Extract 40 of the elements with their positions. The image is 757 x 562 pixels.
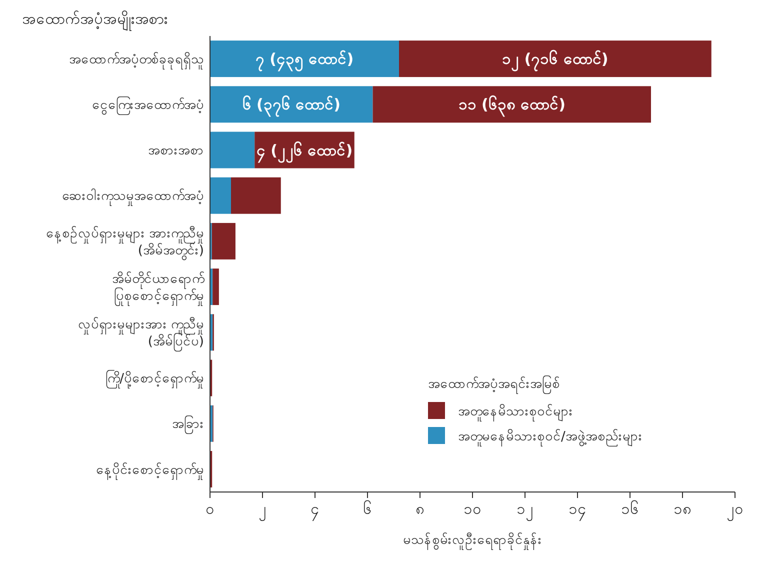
legend-title: အထောက်အပံ့အရင်းအမြစ် [428, 375, 560, 394]
y-tick-label: ဆေးဝါးကုသမှုအထောက်အပံ့ [62, 188, 204, 206]
y-tick-label: လှုပ်ရှားမှုများအား ကူညီမှု (အိမ်ပြင်ပ) [78, 316, 204, 352]
legend-label: အတူနေမိသားစုဝင်များ [458, 404, 573, 422]
y-tick-label: အခြား [172, 415, 204, 434]
x-axis-title: မသန်စွမ်းလူဦးရေရာခိုင်နှုန်း [403, 532, 542, 550]
x-tick-label: ၄ [310, 500, 320, 521]
x-tick-label: ၆ [363, 500, 372, 518]
x-tick-label: ၁၀ [464, 500, 482, 518]
data-label: ၄ (၂၂၆ ထောင်) [256, 140, 353, 164]
x-tick-label: ၁၆ [621, 500, 639, 518]
data-label: ၁၁ (၆၃၈ ထောင်) [458, 94, 566, 118]
data-label: ၆ (၃၇၆ ထောင်) [242, 94, 340, 118]
y-tick-label: နေ့စဉ်လှုပ်ရှားမှုများ အားကူညီမှု (အိမ်အတွင်း) [46, 225, 204, 260]
x-tick-label: ၂၀ [726, 500, 744, 521]
x-tick-label: ၈ [416, 500, 424, 518]
bar [212, 268, 219, 306]
bar [212, 222, 236, 260]
y-tick-label: နေ့ပိုင်းစောင့်ရှောက်မှု [96, 462, 204, 480]
bar [210, 132, 255, 168]
x-tick-label: ၁၂ [516, 500, 534, 521]
bar [399, 40, 712, 78]
bar [210, 86, 373, 123]
y-axis-title: အထောက်အပံ့အမျိုးအစား [22, 10, 168, 31]
bar [231, 177, 281, 214]
x-tick-label: ၁၈ [674, 500, 692, 518]
x-tick-label: ၂ [258, 500, 266, 521]
x-tick-label: ၀ [206, 500, 214, 518]
y-tick-label: အစားအစာ [148, 144, 204, 159]
data-label: ၁၂ (၇၁၆ ထောင်) [502, 49, 608, 72]
bar [210, 177, 231, 214]
bar [372, 86, 651, 123]
y-tick-label: အိမ်တိုင်ယာရောက် ပြုစုစောင့်ရှောက်မှု [112, 270, 205, 306]
y-tick-label: ငွေကြေးအထောက်အပံ့ [92, 96, 204, 115]
y-tick-label: ကြို/ပို့စောင့်ရှောက်မှု [106, 370, 204, 389]
x-tick-label: ၁၄ [568, 500, 586, 521]
legend-label: အတူမနေမိသားစုဝင်/အဖွဲ့အစည်းများ [458, 428, 642, 447]
y-tick-label: အထောက်အပံ့တစ်ခုခုရရှိသူ [69, 51, 204, 70]
data-label: ၇ (၄၃၅ ထောင်) [255, 49, 354, 72]
bar [210, 40, 399, 78]
